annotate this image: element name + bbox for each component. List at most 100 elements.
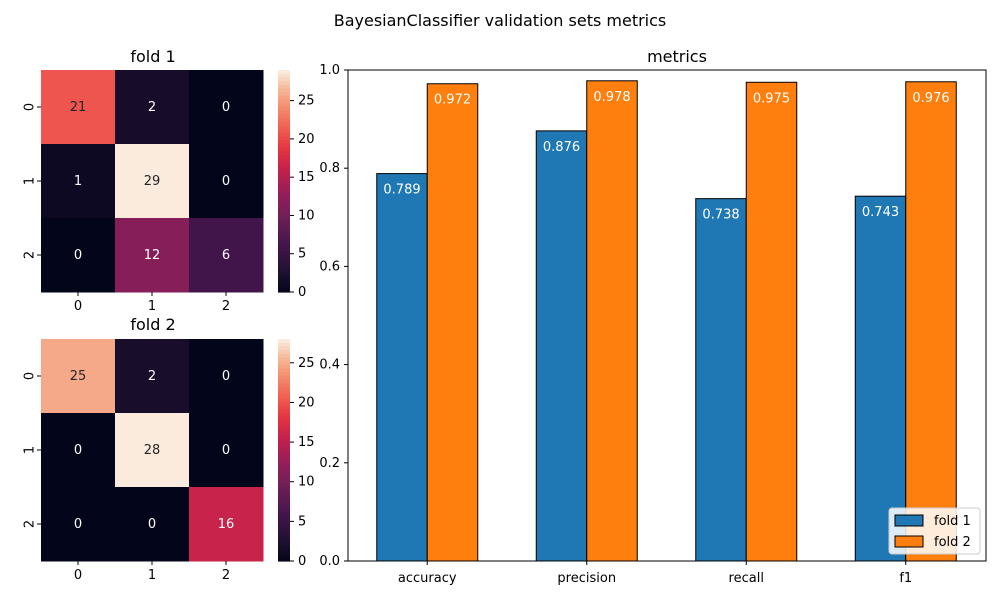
colorbar-segment <box>278 236 290 241</box>
heatmap-cell-label: 0 <box>74 517 82 532</box>
heatmap-cell-label: 6 <box>222 248 230 263</box>
heatmap-cell <box>189 339 264 414</box>
heatmap-cell-label: 25 <box>70 369 87 384</box>
colorbar-segment <box>278 95 290 101</box>
colorbar-segment <box>278 214 290 219</box>
heatmap-cell <box>189 70 264 145</box>
heatmap-cell-label: 2 <box>148 369 156 384</box>
y-tick-label: 2 <box>23 251 38 259</box>
colorbar-segment <box>278 446 290 451</box>
bar <box>426 83 479 562</box>
heatmap-title: fold 2 <box>130 315 175 334</box>
colorbar-segment <box>278 353 290 359</box>
bar-value-label: 0.876 <box>543 140 580 155</box>
colorbar-segment <box>278 181 290 186</box>
heatmap-title: fold 1 <box>130 47 175 66</box>
colorbar-tick-label: 10 <box>298 208 315 223</box>
colorbar-segment <box>278 99 290 104</box>
heatmap-cell-label: 28 <box>144 443 161 458</box>
colorbar-segment <box>278 144 290 149</box>
colorbar-segment <box>278 527 290 532</box>
colorbar-segment <box>278 199 290 204</box>
bar-value-label: 0.972 <box>434 93 471 108</box>
colorbar-segment <box>278 475 290 481</box>
x-tick-label: f1 <box>899 571 912 586</box>
legend-label: fold 2 <box>934 535 971 550</box>
colorbar-segment <box>278 424 290 429</box>
figure-title: BayesianClassifier validation sets metri… <box>334 11 667 30</box>
bar <box>535 130 588 562</box>
colorbar-segment <box>278 379 290 384</box>
colorbar-segment <box>278 376 290 381</box>
y-tick-label: 0.6 <box>319 259 340 274</box>
colorbar-segment <box>278 255 290 260</box>
bar-value-label: 0.743 <box>862 205 899 220</box>
colorbar-segment <box>278 453 290 458</box>
heatmap-cell-label: 0 <box>222 443 230 458</box>
bar-value-label: 0.978 <box>593 90 630 105</box>
colorbar-segment <box>278 288 290 293</box>
x-tick-label: 2 <box>222 299 230 314</box>
y-tick-label: 0.8 <box>319 161 340 176</box>
heatmap-cell <box>115 70 190 145</box>
colorbar-segment <box>278 188 290 193</box>
colorbar-segment <box>278 394 290 399</box>
y-tick-label: 0.2 <box>319 456 340 471</box>
colorbar-segment <box>278 512 290 518</box>
colorbar-segment <box>278 420 290 425</box>
heatmap-cell <box>189 413 264 488</box>
colorbar-segment <box>278 524 290 529</box>
colorbar-segment <box>278 368 290 373</box>
colorbar-tick-label: 20 <box>298 395 315 410</box>
colorbar-segment <box>278 494 290 499</box>
colorbar-segment <box>278 121 290 127</box>
colorbar-segment <box>278 103 290 108</box>
legend-label: fold 1 <box>934 514 971 529</box>
colorbar-segment <box>278 251 290 256</box>
colorbar-segment <box>278 490 290 495</box>
x-tick-label: accuracy <box>398 571 457 586</box>
colorbar-segment <box>278 158 290 164</box>
heatmap-cell <box>189 144 264 219</box>
heatmap-cell-label: 0 <box>222 369 230 384</box>
heatmap-cell <box>41 413 116 488</box>
colorbar-tick-label: 0 <box>298 285 306 300</box>
x-tick-label: 0 <box>74 568 82 583</box>
colorbar-segment <box>278 166 290 171</box>
heatmap-cell <box>41 144 116 219</box>
heatmap-cell <box>41 339 116 414</box>
colorbar-segment <box>278 229 290 234</box>
colorbar-tick-label: 10 <box>298 475 315 490</box>
bar <box>905 81 957 562</box>
legend-swatch <box>894 514 924 527</box>
colorbar-segment <box>278 114 290 119</box>
colorbar-segment <box>278 284 290 289</box>
colorbar-tick-label: 15 <box>298 435 315 450</box>
colorbar-segment <box>278 416 290 421</box>
colorbar-segment <box>278 435 290 440</box>
colorbar-segment <box>278 413 290 418</box>
colorbar-segment <box>278 546 290 551</box>
colorbar-tick-label: 15 <box>298 170 315 185</box>
y-tick-label: 0.0 <box>319 554 340 569</box>
colorbar-segment <box>278 177 290 182</box>
colorbar-segment <box>278 538 290 544</box>
colorbar-segment <box>278 542 290 547</box>
colorbar-segment <box>278 155 290 160</box>
colorbar-segment <box>278 438 290 444</box>
colorbar-segment <box>278 92 290 97</box>
colorbar-segment <box>278 110 290 115</box>
colorbar-segment <box>278 262 290 267</box>
y-tick-label: 1 <box>23 177 38 185</box>
y-tick-label: 2 <box>23 520 38 528</box>
x-tick-label: 0 <box>74 299 82 314</box>
colorbar-segment <box>278 232 290 238</box>
heatmap-cell-label: 29 <box>144 174 161 189</box>
heatmap-cell-label: 0 <box>222 174 230 189</box>
colorbar-segment <box>278 468 290 473</box>
colorbar-segment <box>278 218 290 223</box>
heatmap-cell <box>41 70 116 145</box>
bar-value-label: 0.975 <box>753 91 790 106</box>
y-tick-label: 1.0 <box>319 63 340 78</box>
heatmap-cell-label: 21 <box>70 100 87 115</box>
